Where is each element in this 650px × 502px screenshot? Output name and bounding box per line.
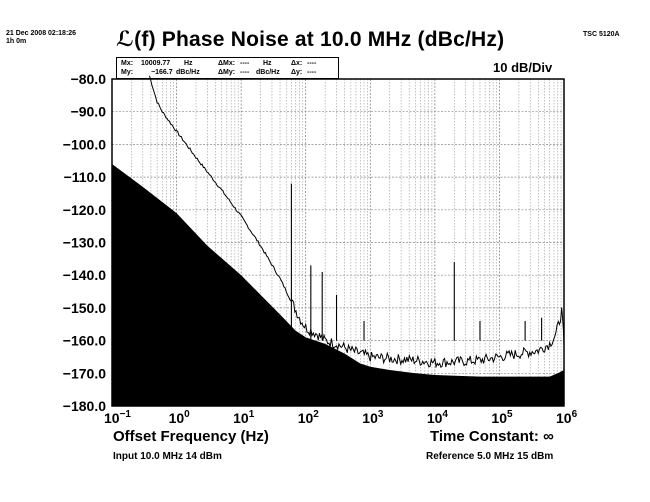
my-value: −166.7: [151, 69, 173, 76]
y-tick-label: −180.0: [63, 398, 106, 414]
marker-readout: Mx: 10009.77 Hz My: −166.7 dBc/Hz ΔMx: -…: [116, 57, 339, 79]
chart-title: ℒ(f) Phase Noise at 10.0 MHz (dBc/Hz): [116, 28, 505, 51]
spur-lines: [290, 183, 543, 341]
y-tick-label: −120.0: [63, 202, 106, 218]
y-tick-label: −110.0: [64, 169, 107, 185]
dmx-label: ΔMx:: [218, 60, 236, 67]
x-tick-label: 101: [233, 409, 255, 426]
plot-frame: [111, 78, 565, 407]
dmy-label: ΔMy:: [218, 69, 236, 76]
y-tick-label: −100.0: [63, 136, 106, 152]
y-tick-label: −160.0: [63, 333, 106, 349]
timestamp-date: 21 Dec 2008 02:18:26: [6, 30, 77, 37]
y-tick-label: −150.0: [63, 300, 106, 316]
y-tick-label: −90.0: [71, 104, 107, 120]
x-tick-label: 103: [362, 409, 384, 426]
time-constant-label: Time Constant: ∞: [430, 428, 554, 445]
x-axis-title: Offset Frequency (Hz): [113, 428, 269, 445]
y-tick-label: −170.0: [63, 365, 106, 381]
dy-value: ----: [307, 69, 317, 76]
x-tick-label: 106: [556, 409, 578, 426]
phase-noise-line: [148, 75, 565, 369]
dy-label: Δy:: [291, 69, 303, 76]
mx-label: Mx:: [121, 60, 134, 67]
dx-label: Δx:: [291, 60, 303, 67]
mx-value: 10009.77: [141, 60, 171, 67]
reference-label: Reference 5.0 MHz 15 dBm: [426, 451, 554, 462]
scale-label: 10 dB/Div: [493, 60, 553, 75]
dmy-unit: dBc/Hz: [256, 69, 280, 76]
y-tick-label: −80.0: [71, 71, 107, 87]
timestamp: 21 Dec 2008 02:18:26 1h 0m: [6, 30, 76, 46]
x-tick-labels: 10−1 100 101 102 103 104 105 106: [104, 409, 578, 426]
timestamp-duration: 1h 0m: [6, 38, 27, 45]
dmy-value: ----: [240, 69, 250, 76]
x-tick-label: 104: [427, 409, 449, 426]
noise-floor-area: [112, 164, 564, 406]
x-tick-label: 105: [491, 409, 513, 426]
y-tick-label: −140.0: [63, 267, 106, 283]
mx-unit: Hz: [184, 60, 193, 67]
y-tick-label: −130.0: [63, 235, 106, 251]
dmx-unit: Hz: [263, 60, 272, 67]
x-tick-label: 102: [298, 409, 320, 426]
x-tick-label: 10−1: [104, 409, 131, 426]
instrument-label: TSC 5120A: [583, 31, 620, 38]
dmx-value: ----: [240, 60, 250, 67]
my-unit: dBc/Hz: [176, 69, 200, 76]
input-label: Input 10.0 MHz 14 dBm: [113, 451, 222, 462]
y-tick-labels: −80.0 −90.0 −100.0 −110.0 −120.0 −130.0 −140.0…: [63, 71, 106, 414]
dx-value: ----: [307, 60, 317, 67]
my-label: My:: [121, 69, 134, 76]
x-tick-label: 100: [169, 409, 191, 426]
